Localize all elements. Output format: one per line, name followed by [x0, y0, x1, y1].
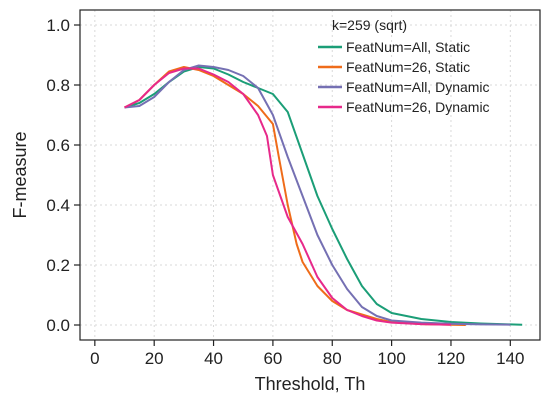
- x-tick-label: 140: [496, 349, 524, 368]
- y-tick-label: 0.2: [46, 256, 70, 275]
- series-lines: [124, 64, 523, 326]
- x-tick-label: 120: [437, 349, 465, 368]
- y-axis-title: F-measure: [10, 131, 30, 218]
- y-tick-label: 0.6: [46, 136, 70, 155]
- legend-label: FeatNum=26, Static: [346, 59, 470, 75]
- x-tick-label: 20: [145, 349, 164, 368]
- series-line-featnum-26-dynamic: [124, 67, 451, 326]
- legend: k=259 (sqrt) FeatNum=All, Static FeatNum=…: [318, 17, 490, 115]
- legend-item-featnum-all-static: FeatNum=All, Static: [318, 39, 470, 55]
- x-tick-label: 0: [90, 349, 99, 368]
- x-tick-label: 60: [263, 349, 282, 368]
- x-tick-label: 80: [323, 349, 342, 368]
- legend-label: FeatNum=26, Dynamic: [346, 99, 490, 115]
- y-tick-label: 1.0: [46, 16, 70, 35]
- plot-frame: [79, 9, 541, 341]
- y-tick-label: 0.4: [46, 196, 70, 215]
- series-line-featnum-26-static: [124, 66, 466, 326]
- legend-item-featnum-all-dynamic: FeatNum=All, Dynamic: [318, 79, 490, 95]
- legend-item-featnum-26-static: FeatNum=26, Static: [318, 59, 470, 75]
- x-axis-ticks: 0 20 40 60 80 100 120 140: [90, 340, 525, 368]
- y-tick-label: 0.8: [46, 76, 70, 95]
- legend-label: FeatNum=All, Dynamic: [346, 79, 490, 95]
- x-tick-label: 100: [377, 349, 405, 368]
- y-axis-ticks: 0.0 0.2 0.4 0.6 0.8 1.0: [46, 16, 80, 335]
- y-tick-label: 0.0: [46, 316, 70, 335]
- legend-item-featnum-26-dynamic: FeatNum=26, Dynamic: [318, 99, 490, 115]
- x-axis-title: Threshold, Th: [255, 374, 366, 394]
- legend-label: FeatNum=All, Static: [346, 39, 470, 55]
- x-tick-label: 40: [204, 349, 223, 368]
- legend-title: k=259 (sqrt): [332, 17, 407, 33]
- grid: [80, 10, 540, 340]
- series-line-featnum-all-dynamic: [124, 64, 511, 326]
